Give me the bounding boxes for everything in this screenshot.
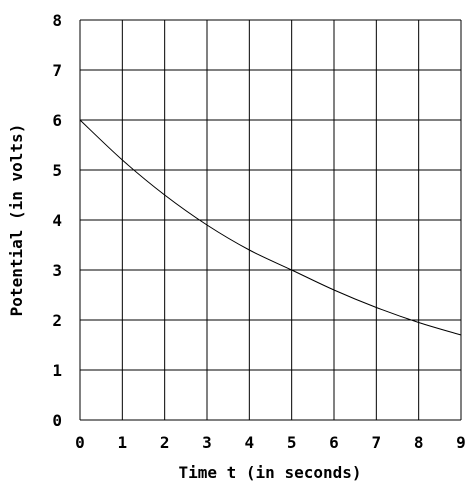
y-tick-label: 1 [52, 361, 62, 380]
x-tick-labels: 0 1 2 3 4 5 6 7 8 9 [75, 433, 466, 452]
x-tick-label: 1 [118, 433, 128, 452]
x-tick-label: 4 [245, 433, 255, 452]
y-tick-label: 5 [52, 161, 62, 180]
x-tick-label: 3 [202, 433, 212, 452]
x-tick-label: 8 [414, 433, 424, 452]
x-tick-label: 7 [372, 433, 382, 452]
y-tick-label: 6 [52, 111, 62, 130]
x-tick-label: 0 [75, 433, 85, 452]
y-tick-labels: 0 1 2 3 4 5 6 7 8 [52, 11, 62, 430]
x-tick-label: 2 [160, 433, 170, 452]
y-tick-label: 8 [52, 11, 62, 30]
x-axis-title: Time t (in seconds) [178, 463, 361, 482]
grid [79, 19, 462, 421]
y-tick-label: 0 [52, 411, 62, 430]
y-tick-label: 7 [52, 61, 62, 80]
series-line [79, 119, 462, 336]
series-group [79, 119, 462, 336]
y-axis-title: Potential (in volts) [7, 124, 26, 317]
y-tick-label: 4 [52, 211, 62, 230]
x-tick-label: 5 [287, 433, 297, 452]
y-tick-label: 2 [52, 311, 62, 330]
y-tick-label: 3 [52, 261, 62, 280]
x-tick-label: 6 [329, 433, 339, 452]
x-tick-label: 9 [456, 433, 466, 452]
